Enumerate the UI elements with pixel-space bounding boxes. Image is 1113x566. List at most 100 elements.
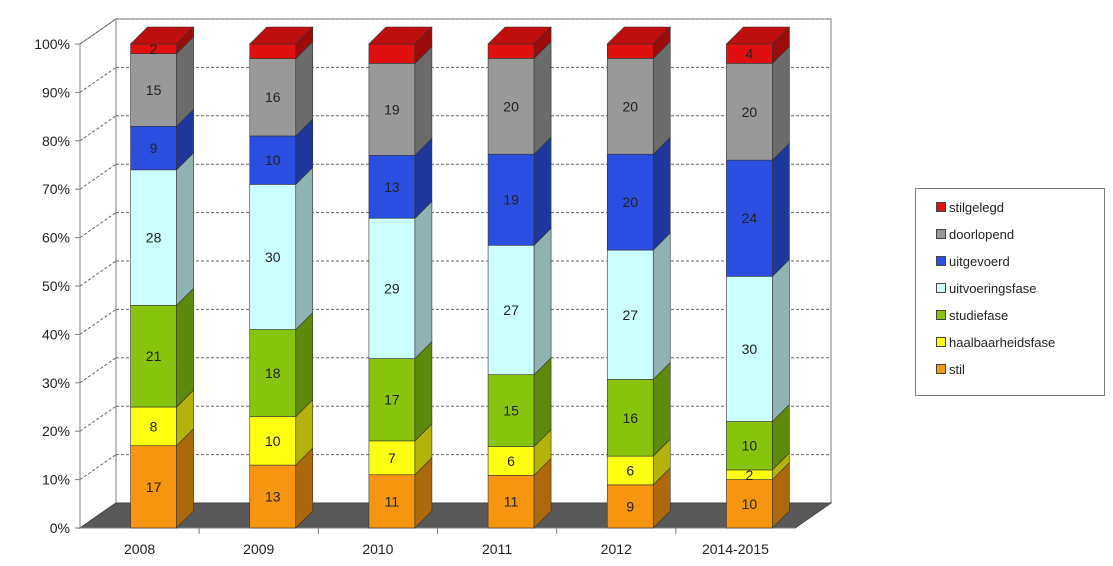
data-label: 19 xyxy=(384,101,400,117)
legend-swatch xyxy=(936,202,946,212)
gridline-side xyxy=(79,260,117,287)
gridline-side xyxy=(79,405,117,432)
data-label: 2 xyxy=(150,41,158,57)
data-label: 7 xyxy=(388,450,396,466)
bar-segment-stilgelegd xyxy=(606,43,654,59)
legend-swatch xyxy=(936,283,946,293)
data-label: 13 xyxy=(265,489,281,505)
bar-segment-side xyxy=(414,45,433,157)
legend-item-stil: stil xyxy=(936,360,965,378)
bar-segment-uitgevoerd xyxy=(130,125,177,171)
gridline-side xyxy=(79,357,117,384)
bar-segment-studiefase xyxy=(487,374,535,447)
x-tick-label: 2009 xyxy=(243,541,274,557)
data-label: 10 xyxy=(265,152,281,168)
y-tick-label: 20% xyxy=(42,423,70,439)
data-label: 27 xyxy=(503,302,519,318)
bar-segment-side xyxy=(533,136,552,246)
bar-2009: 13 10 18 30 10 16 xyxy=(249,26,314,529)
chart-legend: stilgelegd doorlopend uitgevoerd uitvoering… xyxy=(915,188,1105,396)
gridline-side xyxy=(79,18,117,45)
data-label: 30 xyxy=(742,341,758,357)
bar-segment-doorlopend xyxy=(726,63,773,161)
y-tick-label: 50% xyxy=(42,278,70,294)
y-tick-label: 40% xyxy=(42,326,70,342)
gridline-side xyxy=(79,163,117,190)
bar-segment-studiefase xyxy=(606,379,654,457)
legend-swatch xyxy=(936,310,946,320)
gridline-side xyxy=(79,66,117,93)
gridline-side xyxy=(79,115,117,142)
legend-swatch xyxy=(936,364,946,374)
bar-segment-side xyxy=(772,142,790,278)
bar-segment-haalbaarheidsfase xyxy=(368,440,416,476)
data-label: 13 xyxy=(384,179,400,195)
bar-segment-side xyxy=(295,166,314,331)
bar-segment-side xyxy=(533,40,552,155)
bar-segment-stil xyxy=(249,464,297,529)
gridline-side xyxy=(79,212,117,239)
bar-segment-stilgelegd xyxy=(487,43,535,59)
data-label: 10 xyxy=(742,438,758,454)
bar-segment-side xyxy=(176,427,194,529)
data-label: 20 xyxy=(622,194,638,210)
data-label: 30 xyxy=(265,249,281,265)
data-label: 6 xyxy=(626,462,634,478)
data-label: 21 xyxy=(146,348,162,364)
bar-segment-side xyxy=(652,232,671,381)
data-label: 10 xyxy=(742,496,758,512)
bar-segment-uitvoeringsfase xyxy=(368,217,416,359)
legend-label: stilgelegd xyxy=(949,199,1004,215)
data-label: 11 xyxy=(385,493,400,509)
data-label: 6 xyxy=(507,453,515,469)
bar-segment-side xyxy=(414,340,433,442)
x-tick-label: 2011 xyxy=(482,541,512,557)
bar-segment-studiefase xyxy=(726,421,773,471)
legend-item-stilgelegd: stilgelegd xyxy=(936,198,1004,216)
y-tick-label: 0% xyxy=(50,520,70,536)
bar-segment-haalbaarheidsfase xyxy=(249,416,297,466)
legend-label: haalbaarheidsfase xyxy=(949,334,1056,350)
data-label: 8 xyxy=(150,418,158,434)
legend-item-uitvoeringsfase: uitvoeringsfase xyxy=(936,279,1036,297)
y-tick-label: 90% xyxy=(42,84,70,100)
bar-segment-haalbaarheidsfase xyxy=(487,446,535,476)
bar-segment-uitgevoerd xyxy=(606,153,654,251)
data-label: 20 xyxy=(622,98,638,114)
bar-segment-side xyxy=(533,227,552,376)
data-label: 20 xyxy=(742,104,758,120)
data-label: 10 xyxy=(265,433,281,449)
data-label: 18 xyxy=(265,365,281,381)
bar-segment-doorlopend xyxy=(368,63,416,156)
y-tick-label: 100% xyxy=(34,36,70,52)
gridline-side xyxy=(79,454,117,481)
bar-segment-side xyxy=(652,40,671,155)
y-tick-label: 70% xyxy=(42,181,70,197)
data-label: 4 xyxy=(746,46,754,62)
bar-segment-side xyxy=(652,136,671,251)
gridline-side xyxy=(79,308,117,335)
bar-segment-doorlopend xyxy=(130,53,177,127)
bar-top xyxy=(368,26,433,45)
data-label: 20 xyxy=(503,98,519,114)
data-label: 24 xyxy=(742,210,758,226)
bar-segment-studiefase xyxy=(130,305,177,408)
legend-swatch xyxy=(936,337,946,347)
y-tick-label: 80% xyxy=(42,133,70,149)
legend-label: uitvoeringsfase xyxy=(949,280,1037,296)
legend-item-uitgevoerd: uitgevoerd xyxy=(936,252,1010,270)
data-label: 15 xyxy=(503,403,519,419)
x-tick-label: 2010 xyxy=(362,541,393,557)
bar-segment-side xyxy=(176,287,194,408)
legend-swatch xyxy=(936,256,946,266)
bar-top xyxy=(249,26,314,45)
x-tick-label: 2008 xyxy=(124,541,155,557)
data-label: 17 xyxy=(146,479,162,495)
legend-swatch xyxy=(936,229,946,239)
bar-2014-2015: 10 2 10 30 24 20 4 xyxy=(725,26,791,529)
bar-2011: 11 6 15 27 19 20 xyxy=(487,26,552,529)
y-tick-label: 10% xyxy=(42,472,70,488)
data-label: 17 xyxy=(384,392,400,408)
bar-top xyxy=(487,26,552,45)
